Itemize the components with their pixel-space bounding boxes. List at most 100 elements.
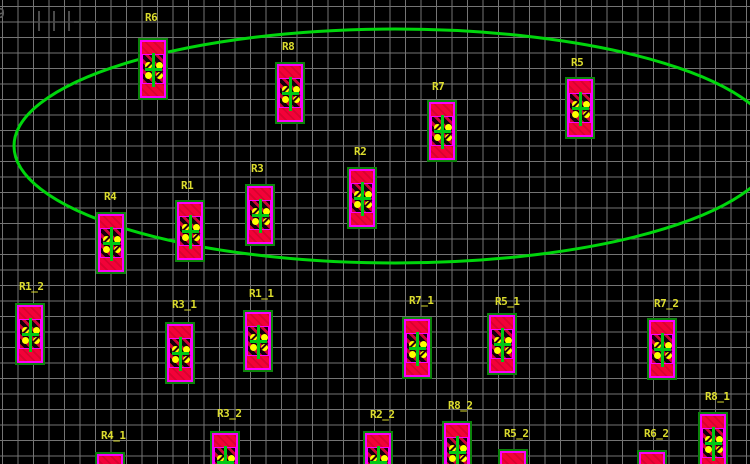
resistor-footprint[interactable] (565, 77, 595, 139)
component-designator-label[interactable]: R8_2 (448, 399, 473, 412)
component-designator-label[interactable]: R3_1 (172, 298, 197, 311)
resistor-footprint[interactable] (637, 450, 667, 464)
pad-bottom[interactable] (249, 230, 271, 242)
pad-top[interactable] (19, 307, 41, 319)
pad-top[interactable] (367, 435, 389, 447)
component-designator-label[interactable]: R7_1 (409, 294, 434, 307)
resistor-footprint[interactable] (442, 421, 472, 464)
pad-top[interactable] (169, 326, 191, 338)
pad-top[interactable] (569, 81, 591, 93)
component-designator-label[interactable]: R2_2 (370, 408, 395, 421)
pad-top[interactable] (179, 204, 201, 216)
pad-bottom[interactable] (142, 84, 164, 96)
footprint-body (702, 416, 724, 464)
pad-top[interactable] (100, 216, 122, 228)
pad-top[interactable] (214, 435, 236, 447)
resistor-footprint[interactable] (245, 184, 275, 246)
component-designator-label[interactable]: R8_1 (705, 390, 730, 403)
component-designator-label[interactable]: R7_2 (654, 297, 679, 310)
pad-top[interactable] (446, 425, 468, 437)
footprint-body (446, 425, 468, 464)
footprint-body (279, 66, 301, 120)
clipped-edge-glyph: 9 (0, 7, 5, 22)
pad-bottom[interactable] (431, 146, 453, 158)
component-designator-label[interactable]: R1_1 (249, 287, 274, 300)
resistor-footprint[interactable] (347, 167, 377, 229)
resistor-footprint[interactable] (210, 431, 240, 464)
resistor-footprint[interactable] (275, 62, 305, 124)
footprint-body (99, 456, 121, 464)
pad-top[interactable] (431, 104, 453, 116)
component-designator-label[interactable]: R3 (251, 162, 264, 175)
resistor-footprint[interactable] (175, 200, 205, 262)
resistor-footprint[interactable] (427, 100, 457, 162)
footprint-body (214, 435, 236, 464)
footprint-body (179, 204, 201, 258)
pad-top[interactable] (406, 321, 428, 333)
component-designator-label[interactable]: R5 (571, 56, 584, 69)
pad-bottom[interactable] (702, 458, 724, 464)
component-designator-label[interactable]: R5_2 (504, 427, 529, 440)
component-courtyard-hatch (569, 94, 591, 122)
pad-top[interactable] (99, 456, 121, 464)
resistor-footprint[interactable] (698, 412, 728, 464)
pad-bottom[interactable] (491, 359, 513, 371)
pad-bottom[interactable] (406, 363, 428, 375)
resistor-footprint[interactable] (487, 313, 517, 375)
component-designator-label[interactable]: R4_1 (101, 429, 126, 442)
pad-top[interactable] (142, 42, 164, 54)
component-courtyard-hatch (247, 327, 269, 355)
pad-top[interactable] (491, 317, 513, 329)
footprint-body (367, 435, 389, 464)
component-designator-label[interactable]: R1 (181, 179, 194, 192)
component-designator-label[interactable]: R3_2 (217, 407, 242, 420)
resistor-footprint[interactable] (363, 431, 393, 464)
resistor-footprint[interactable] (15, 303, 45, 365)
pad-bottom[interactable] (279, 108, 301, 120)
component-courtyard-hatch (491, 330, 513, 358)
component-designator-label[interactable]: R8 (282, 40, 295, 53)
component-designator-label[interactable]: R4 (104, 190, 117, 203)
component-designator-label[interactable]: R5_1 (495, 295, 520, 308)
component-designator-label[interactable]: R6_2 (644, 427, 669, 440)
pad-bottom[interactable] (651, 364, 673, 376)
pad-bottom[interactable] (100, 258, 122, 270)
resistor-footprint[interactable] (95, 452, 125, 464)
pad-bottom[interactable] (351, 213, 373, 225)
resistor-footprint[interactable] (165, 322, 195, 384)
resistor-footprint[interactable] (243, 310, 273, 372)
pad-bottom[interactable] (179, 246, 201, 258)
pad-top[interactable] (651, 322, 673, 334)
resistor-footprint[interactable] (96, 212, 126, 274)
pad-bottom[interactable] (569, 123, 591, 135)
component-designator-label[interactable]: R2 (354, 145, 367, 158)
footprint-body (431, 104, 453, 158)
footprint-body (406, 321, 428, 375)
pad-bottom[interactable] (19, 349, 41, 361)
component-courtyard-hatch (142, 55, 164, 83)
component-courtyard-hatch (651, 335, 673, 363)
pad-top[interactable] (249, 188, 271, 200)
resistor-footprint[interactable] (647, 318, 677, 380)
pad-top[interactable] (641, 454, 663, 464)
footprint-body (100, 216, 122, 270)
resistor-footprint[interactable] (402, 317, 432, 379)
pad-bottom[interactable] (169, 368, 191, 380)
resistor-footprint[interactable] (498, 449, 528, 464)
component-courtyard-hatch (351, 184, 373, 212)
footprint-body (247, 314, 269, 368)
pad-top[interactable] (502, 453, 524, 464)
pad-bottom[interactable] (247, 356, 269, 368)
pad-top[interactable] (279, 66, 301, 78)
component-courtyard-hatch (19, 320, 41, 348)
component-designator-label[interactable]: R7 (432, 80, 445, 93)
pad-top[interactable] (247, 314, 269, 326)
pad-top[interactable] (702, 416, 724, 428)
component-courtyard-hatch (100, 229, 122, 257)
component-designator-label[interactable]: R6 (145, 11, 158, 24)
component-designator-label[interactable]: R1_2 (19, 280, 44, 293)
pad-top[interactable] (351, 171, 373, 183)
resistor-footprint[interactable] (138, 38, 168, 100)
footprint-body (249, 188, 271, 242)
